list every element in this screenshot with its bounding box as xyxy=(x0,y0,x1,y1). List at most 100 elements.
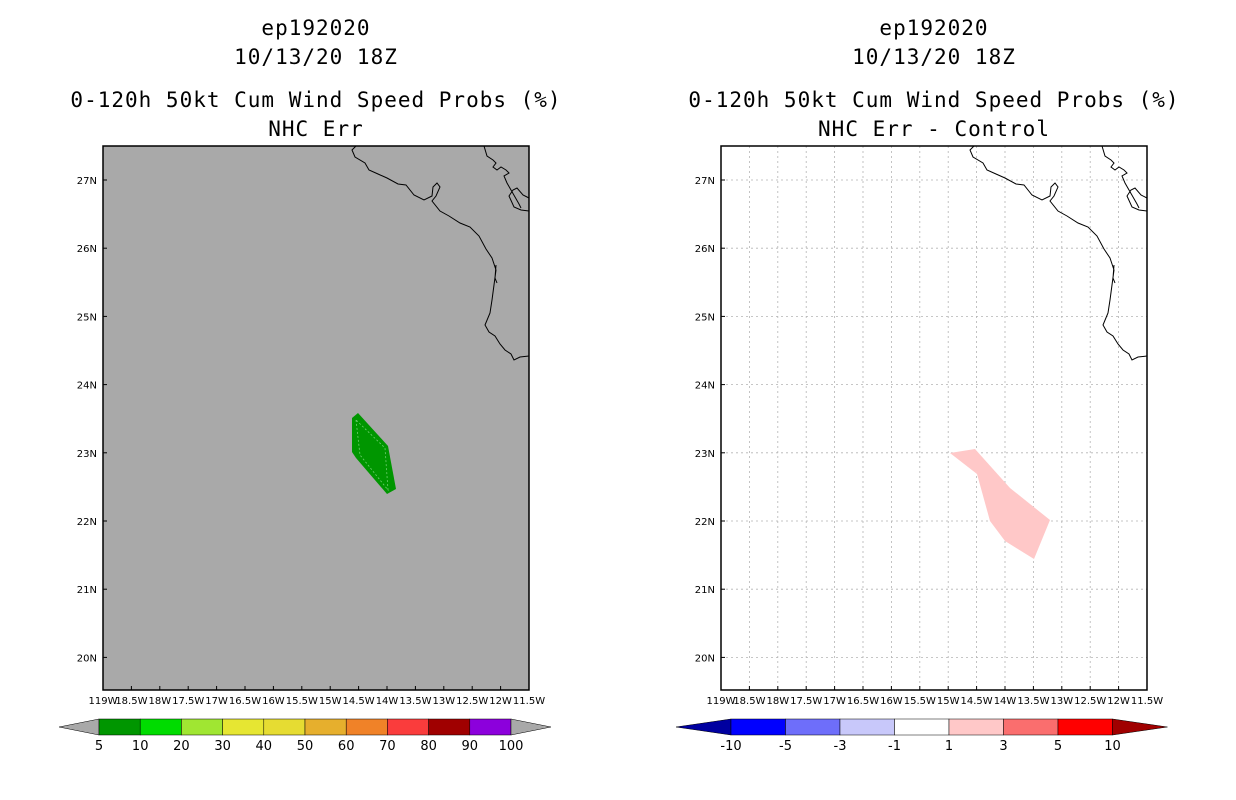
coastline-baja-california xyxy=(351,145,530,361)
right-datetime: 10/13/20 18Z xyxy=(852,45,1016,69)
lon-label: 17.5W xyxy=(790,696,822,707)
colorbar-segment xyxy=(894,718,950,736)
colorbar-segment xyxy=(1003,718,1059,736)
left-subtitle: NHC Err xyxy=(268,117,364,141)
lat-label: 27N xyxy=(77,176,97,187)
lat-label: 27N xyxy=(695,176,715,187)
right-colorbar: -10 -5 -3 -1 1 3 5 10 xyxy=(675,718,1168,754)
lon-label: 12.5W xyxy=(456,696,488,707)
colorbar-label: 10 xyxy=(1104,739,1121,754)
lon-label: 14.5W xyxy=(961,696,993,707)
lon-label: 18.5W xyxy=(733,696,765,707)
colorbar-segment xyxy=(428,718,471,736)
colorbar-label: 30 xyxy=(214,739,231,754)
coastline-baja-california xyxy=(969,145,1148,361)
lon-label: 15W xyxy=(937,696,960,707)
colorbar-label: -10 xyxy=(720,739,741,754)
lon-label: 16.5W xyxy=(229,696,261,707)
lat-label: 23N xyxy=(695,449,715,460)
left-map-frame xyxy=(102,145,530,691)
lat-label: 21N xyxy=(77,585,97,596)
colorbar-segment xyxy=(387,718,429,736)
colorbar-label: 20 xyxy=(173,739,190,754)
colorbar-label: 80 xyxy=(420,739,437,754)
left-storm-id: ep192020 xyxy=(261,16,371,40)
colorbar-label: -3 xyxy=(834,739,847,754)
lat-label: 25N xyxy=(695,312,715,323)
lat-label: 25N xyxy=(77,312,97,323)
lat-label: 20N xyxy=(695,653,715,664)
lon-label: 11.5W xyxy=(1131,696,1163,707)
lon-label: 15.5W xyxy=(904,696,936,707)
lon-label: 11.5W xyxy=(513,696,545,707)
colorbar-label: 5 xyxy=(1054,739,1062,754)
lon-label: 13W xyxy=(432,696,455,707)
difference-area-1-3 xyxy=(950,449,1050,559)
left-product-title: 0-120h 50kt Cum Wind Speed Probs (%) xyxy=(70,88,562,112)
right-map-frame xyxy=(720,145,1148,691)
colorbar-min-arrow xyxy=(675,718,732,736)
colorbar-label: 70 xyxy=(379,739,396,754)
lat-label: 23N xyxy=(77,449,97,460)
lon-label: 119W xyxy=(89,696,118,707)
colorbar-segment xyxy=(98,718,141,736)
lon-label: 16.5W xyxy=(847,696,879,707)
left-map-background xyxy=(103,146,529,690)
colorbar-segment xyxy=(304,718,347,736)
colorbar-segment xyxy=(948,718,1004,736)
colorbar-label: 60 xyxy=(338,739,355,754)
lon-label: 13.5W xyxy=(1017,696,1049,707)
lon-label: 13W xyxy=(1050,696,1073,707)
colorbar-max-arrow xyxy=(1112,718,1168,736)
lon-label: 18.5W xyxy=(115,696,147,707)
right-axis-ticks xyxy=(720,179,1148,690)
lat-label: 24N xyxy=(77,381,97,392)
lon-label: 16W xyxy=(880,696,903,707)
right-title-block: ep192020 10/13/20 18Z 0-120h 50kt Cum Wi… xyxy=(634,14,1234,144)
lon-label: 14W xyxy=(994,696,1017,707)
colorbar-label: 3 xyxy=(999,739,1007,754)
lat-label: 22N xyxy=(77,517,97,528)
lon-label: 13.5W xyxy=(399,696,431,707)
left-axis-ticks xyxy=(102,179,530,690)
colorbar-label: 1 xyxy=(945,739,953,754)
lon-label: 15W xyxy=(319,696,342,707)
colorbar-segment xyxy=(469,718,512,736)
right-storm-id: ep192020 xyxy=(879,16,989,40)
right-latitude-labels: 27N 26N 25N 24N 23N 22N 21N 20N xyxy=(695,176,715,664)
lon-label: 18W xyxy=(766,696,789,707)
lon-label: 119W xyxy=(707,696,736,707)
lat-label: 26N xyxy=(77,244,97,255)
colorbar-max-arrow xyxy=(510,718,552,736)
colorbar-label: -1 xyxy=(888,739,901,754)
lon-label: 18W xyxy=(148,696,171,707)
colorbar-segment xyxy=(222,718,265,736)
lon-label: 17.5W xyxy=(172,696,204,707)
colorbar-label: 90 xyxy=(462,739,479,754)
colorbar-segment xyxy=(785,718,841,736)
right-map-background xyxy=(721,146,1147,690)
colorbar-label: 5 xyxy=(95,739,103,754)
colorbar-segment xyxy=(345,718,388,736)
lon-label: 15.5W xyxy=(286,696,318,707)
colorbar-segment xyxy=(730,718,786,736)
lon-label: 17W xyxy=(823,696,846,707)
lat-label: 22N xyxy=(695,517,715,528)
right-map-gridlines xyxy=(721,146,1147,690)
lon-label: 12.5W xyxy=(1074,696,1106,707)
colorbar-segment xyxy=(181,718,223,736)
lat-label: 21N xyxy=(695,585,715,596)
colorbar-segment xyxy=(839,718,895,736)
probability-inner-contour xyxy=(355,419,389,492)
lon-label: 14.5W xyxy=(343,696,375,707)
colorbar-label: -5 xyxy=(779,739,792,754)
lon-label: 17W xyxy=(205,696,228,707)
colorbar-label: 40 xyxy=(256,739,273,754)
left-datetime: 10/13/20 18Z xyxy=(234,45,398,69)
lon-label: 12W xyxy=(489,696,512,707)
colorbar-label: 50 xyxy=(297,739,314,754)
left-colorbar: 5 10 20 30 40 50 60 70 80 90 100 xyxy=(58,718,552,754)
